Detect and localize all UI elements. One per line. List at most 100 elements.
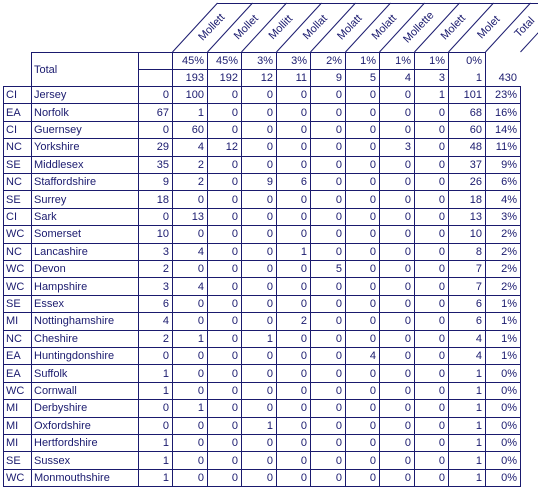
table-cell: 0 [310, 156, 345, 173]
table-cell: 4 [172, 243, 207, 260]
table-cell: 0 [172, 451, 207, 468]
table-cell: 0 [414, 190, 448, 207]
table-cell: 60 [172, 121, 207, 138]
table-cell: 100 [172, 86, 207, 103]
county-name: Sussex [31, 451, 138, 468]
county-name: Monmouthshire [31, 469, 138, 486]
header-count: 12 [241, 69, 276, 86]
region-code: SE [3, 451, 31, 468]
table-cell: 1 [448, 382, 485, 399]
row-line [3, 451, 521, 452]
header-pct: 3% [276, 52, 310, 69]
table-cell: 0 [345, 277, 379, 294]
table-cell: 1 [138, 364, 172, 381]
table-cell: 0 [207, 103, 241, 120]
table-cell: 10 [138, 225, 172, 242]
header-pct: 3% [241, 52, 276, 69]
county-name: Suffolk [31, 364, 138, 381]
table-cell: 0 [310, 382, 345, 399]
county-name: Lancashire [31, 243, 138, 260]
column-line [485, 86, 486, 487]
table-cell: 2 [172, 156, 207, 173]
region-code: CI [3, 86, 31, 103]
table-cell: 0 [310, 312, 345, 329]
county-name: Oxfordshire [31, 417, 138, 434]
region-code: EA [3, 364, 31, 381]
table-cell: 0 [414, 434, 448, 451]
table-cell: 0 [207, 330, 241, 347]
table-cell: 0 [241, 225, 276, 242]
table-cell: 6 [138, 295, 172, 312]
table-cell: 0 [276, 417, 310, 434]
table-cell: 0 [379, 190, 414, 207]
table-cell: 0 [276, 86, 310, 103]
table-cell: 0 [414, 208, 448, 225]
table-cell: 0 [241, 295, 276, 312]
table-cell: 0 [414, 260, 448, 277]
table-cell: 13 [172, 208, 207, 225]
table-cell: 4 [172, 138, 207, 155]
table-cell: 0 [414, 225, 448, 242]
table-cell: 0 [172, 434, 207, 451]
table-cell: 48 [448, 138, 485, 155]
table-cell: 0 [310, 364, 345, 381]
table-cell: 0 [414, 277, 448, 294]
table-cell: 0 [276, 121, 310, 138]
table-cell: 0 [310, 103, 345, 120]
table-cell: 1 [241, 417, 276, 434]
share-pct: 0% [485, 382, 520, 399]
table-cell: 1 [138, 451, 172, 468]
table-cell: 0 [379, 260, 414, 277]
column-header: Mollat [301, 13, 330, 42]
table-cell: 0 [207, 190, 241, 207]
table-cell: 0 [207, 399, 241, 416]
county-name: Devon [31, 260, 138, 277]
table-cell: 0 [241, 103, 276, 120]
table-cell: 37 [448, 156, 485, 173]
table-cell: 35 [138, 156, 172, 173]
table-cell: 0 [172, 225, 207, 242]
county-name: Huntingdonshire [31, 347, 138, 364]
table-cell: 0 [345, 469, 379, 486]
table-cell: 1 [448, 451, 485, 468]
table-cell: 0 [345, 382, 379, 399]
table-cell: 1 [138, 469, 172, 486]
table-cell: 0 [310, 190, 345, 207]
column-header: Molet [475, 14, 502, 42]
table-cell: 0 [241, 451, 276, 468]
table-cell: 0 [345, 156, 379, 173]
table-cell: 0 [276, 451, 310, 468]
table-cell: 0 [241, 138, 276, 155]
share-pct: 23% [485, 86, 520, 103]
table-cell: 1 [172, 399, 207, 416]
table-cell: 0 [207, 260, 241, 277]
table-cell: 0 [207, 312, 241, 329]
table-cell: 1 [448, 399, 485, 416]
region-code: CI [3, 208, 31, 225]
table-cell: 68 [448, 103, 485, 120]
header-pct: 1% [379, 52, 414, 69]
table-cell: 0 [345, 312, 379, 329]
region-code: WC [3, 382, 31, 399]
share-pct: 1% [485, 312, 520, 329]
table-cell: 0 [345, 243, 379, 260]
column-header: Molett [439, 12, 468, 42]
table-cell: 12 [207, 138, 241, 155]
column-header: Molatt [370, 12, 399, 42]
table-cell: 0 [207, 86, 241, 103]
table-cell: 13 [448, 208, 485, 225]
column-header: Mollet [232, 13, 261, 42]
table-cell: 1 [172, 103, 207, 120]
table-cell: 0 [379, 451, 414, 468]
table-cell: 0 [310, 243, 345, 260]
table-cell: 0 [345, 451, 379, 468]
table-cell: 1 [414, 86, 448, 103]
table-cell: 0 [207, 156, 241, 173]
table-cell: 5 [310, 260, 345, 277]
table-cell: 0 [276, 434, 310, 451]
table-cell: 0 [379, 277, 414, 294]
table-cell: 0 [310, 86, 345, 103]
table-cell: 0 [310, 277, 345, 294]
table-cell: 3 [379, 138, 414, 155]
column-line [414, 86, 415, 487]
